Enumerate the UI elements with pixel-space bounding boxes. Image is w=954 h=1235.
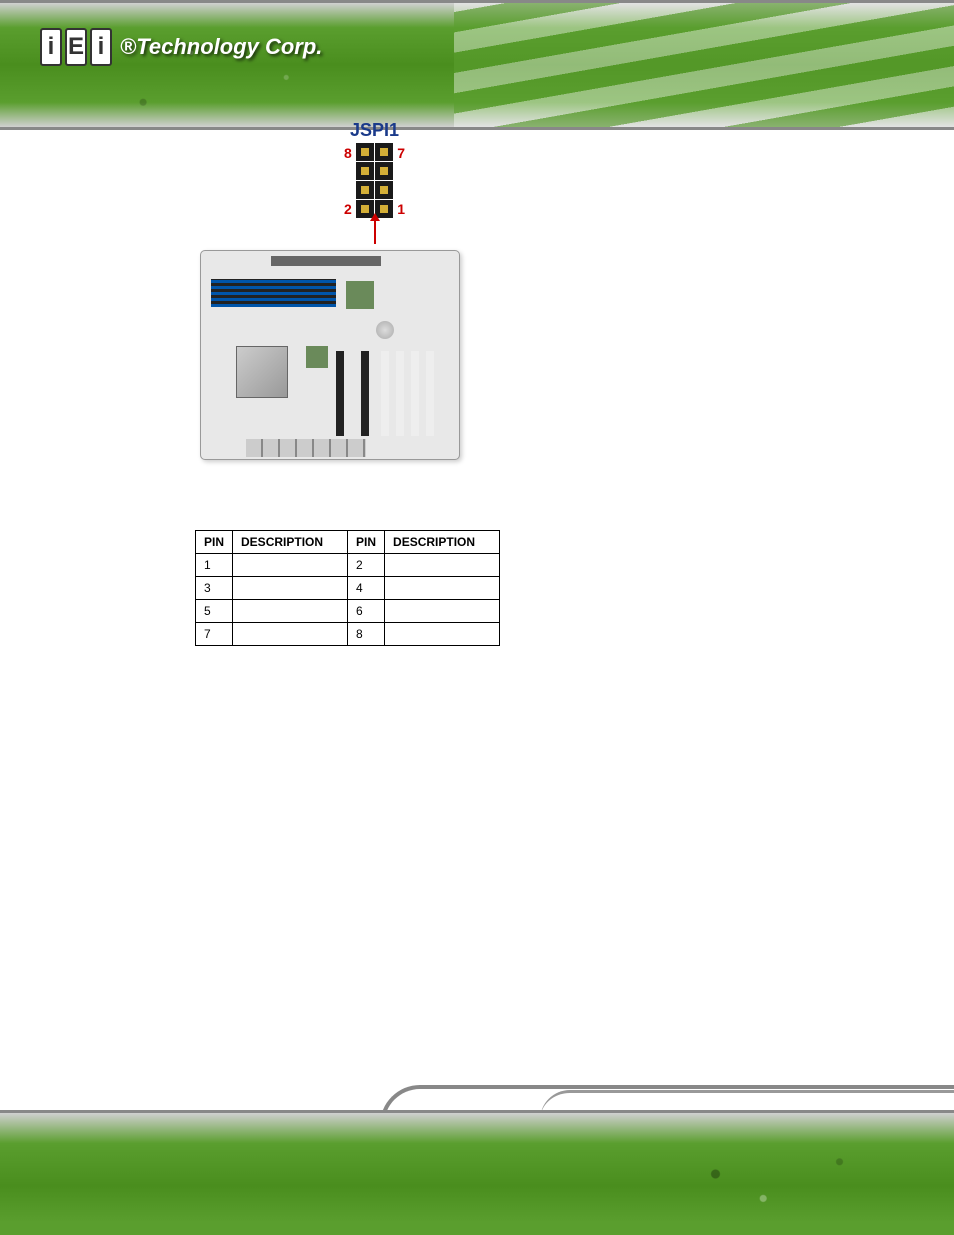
pin-label-1: 1 xyxy=(397,201,405,217)
mb-pci-slot-3 xyxy=(411,351,419,436)
cell-desc xyxy=(385,600,500,623)
mb-ram-slots xyxy=(211,279,336,307)
table-row: 3 4 xyxy=(196,577,500,600)
table-row: 5 6 xyxy=(196,600,500,623)
cell-pin: 5 xyxy=(196,600,233,623)
pin-label-7: 7 xyxy=(397,145,405,161)
logo-letter-e: E xyxy=(65,28,87,66)
mb-cpu-socket xyxy=(236,346,288,398)
mb-pci-slot-4 xyxy=(426,351,434,436)
header-desc-2: DESCRIPTION xyxy=(385,531,500,554)
mb-rear-ports xyxy=(246,439,366,457)
table-row: 1 2 xyxy=(196,554,500,577)
top-banner: i E i ®Technology Corp. xyxy=(0,0,954,130)
cell-pin: 4 xyxy=(348,577,385,600)
cell-desc xyxy=(385,554,500,577)
arrow-indicator xyxy=(374,219,376,244)
mb-pcie-slot-2 xyxy=(361,351,369,436)
header-pin-2: PIN xyxy=(348,531,385,554)
logo-boxes: i E i xyxy=(40,28,112,66)
table-row: 7 8 xyxy=(196,623,500,646)
table-header-row: PIN DESCRIPTION PIN DESCRIPTION xyxy=(196,531,500,554)
connector-label: JSPI1 xyxy=(350,120,399,141)
cell-desc xyxy=(233,623,348,646)
cell-desc xyxy=(233,577,348,600)
pin-label-2: 2 xyxy=(344,201,352,217)
cell-pin: 1 xyxy=(196,554,233,577)
mb-pcie-slot-1 xyxy=(336,351,344,436)
mb-pci-slot-2 xyxy=(396,351,404,436)
mb-pci-slot-1 xyxy=(381,351,389,436)
bottom-banner xyxy=(0,1110,954,1235)
cell-pin: 2 xyxy=(348,554,385,577)
logo-letter-i2: i xyxy=(90,28,112,66)
mb-top-connector xyxy=(271,256,381,266)
cell-pin: 7 xyxy=(196,623,233,646)
mb-northbridge xyxy=(346,281,374,309)
header-pin-1: PIN xyxy=(196,531,233,554)
cell-desc xyxy=(385,623,500,646)
logo-area: i E i ®Technology Corp. xyxy=(40,28,322,66)
cell-pin: 8 xyxy=(348,623,385,646)
connector-diagram: JSPI1 8 7 2 1 xyxy=(350,120,399,244)
cell-pin: 3 xyxy=(196,577,233,600)
cell-desc xyxy=(385,577,500,600)
pin-label-8: 8 xyxy=(344,145,352,161)
mb-battery xyxy=(376,321,394,339)
header-desc-1: DESCRIPTION xyxy=(233,531,348,554)
cell-desc xyxy=(233,554,348,577)
pinout-table: PIN DESCRIPTION PIN DESCRIPTION 1 2 3 4 … xyxy=(195,530,500,646)
banner-stripes xyxy=(454,3,954,127)
motherboard-diagram xyxy=(200,250,460,460)
pin-header: 8 7 2 1 xyxy=(356,143,393,219)
mb-southbridge xyxy=(306,346,328,368)
cell-pin: 6 xyxy=(348,600,385,623)
cell-desc xyxy=(233,600,348,623)
logo-letter-i: i xyxy=(40,28,62,66)
logo-company-text: ®Technology Corp. xyxy=(120,34,322,60)
